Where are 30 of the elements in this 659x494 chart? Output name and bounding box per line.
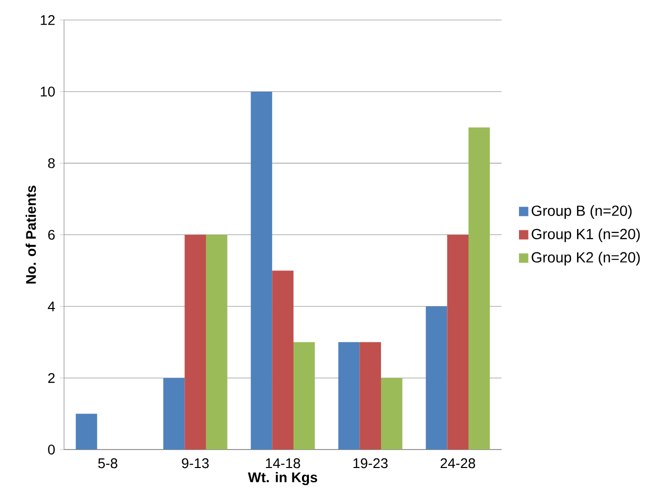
bar bbox=[76, 414, 98, 450]
bar bbox=[163, 378, 185, 450]
y-tick-label: 8 bbox=[48, 158, 55, 168]
bar bbox=[426, 306, 448, 450]
x-axis-title: Wt. in Kgs bbox=[248, 472, 318, 486]
x-tick-label: 5-8 bbox=[98, 458, 118, 468]
x-tick-label: 9-13 bbox=[182, 458, 209, 468]
x-tick-label: 14-18 bbox=[266, 458, 300, 468]
bar bbox=[206, 234, 228, 450]
bar bbox=[272, 270, 294, 450]
legend-label: Group K1 (n=20) bbox=[532, 228, 640, 242]
bar bbox=[184, 234, 206, 450]
legend-label: Group B (n=20) bbox=[532, 205, 632, 220]
bar bbox=[250, 92, 272, 450]
legend-label: Group K2 (n=20) bbox=[532, 252, 640, 266]
y-tick-label: 2 bbox=[48, 373, 55, 384]
bar bbox=[360, 342, 381, 450]
y-tick-label: 12 bbox=[40, 15, 55, 26]
bar bbox=[468, 128, 490, 450]
y-tick-label: 6 bbox=[48, 230, 55, 240]
x-tick-label: 19-23 bbox=[353, 458, 388, 468]
y-tick-label: 10 bbox=[40, 86, 55, 97]
y-tick-label: 0 bbox=[48, 444, 55, 455]
bar bbox=[293, 342, 315, 450]
bar bbox=[338, 342, 360, 450]
y-axis-title: No. of Patients bbox=[26, 186, 36, 284]
x-tick-label: 24-28 bbox=[440, 458, 476, 468]
bar bbox=[380, 378, 402, 450]
bar bbox=[447, 234, 469, 450]
y-tick-label: 4 bbox=[48, 302, 55, 312]
